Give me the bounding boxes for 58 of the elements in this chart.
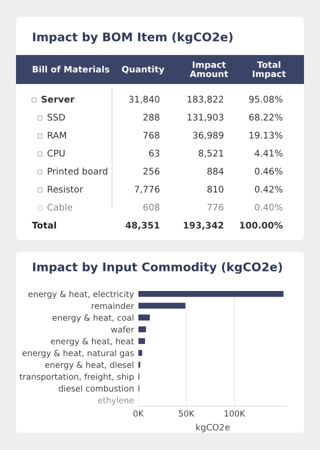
text: 0.40% bbox=[254, 204, 282, 211]
text: 193,342 bbox=[184, 222, 224, 230]
text: Total Impact bbox=[252, 61, 286, 79]
y-tick-label: energy & heat, coal bbox=[52, 314, 134, 322]
text: 4.41% bbox=[254, 150, 282, 157]
y-tick-label: energy & heat, electricity bbox=[28, 290, 134, 299]
text: 95.08% bbox=[249, 96, 282, 103]
text: 776 bbox=[208, 204, 224, 211]
text: Printed board bbox=[48, 168, 108, 175]
bar bbox=[138, 314, 150, 320]
text: 810 bbox=[207, 186, 224, 193]
y-tick-label: energy & heat, heat bbox=[50, 338, 134, 346]
text: Server bbox=[42, 96, 75, 103]
text: Cable bbox=[48, 204, 72, 211]
y-tick-label: transportation, freight, ship bbox=[20, 373, 134, 382]
text: 0.42% bbox=[254, 186, 282, 193]
text: 36,989 bbox=[193, 132, 224, 140]
text: 884 bbox=[207, 168, 224, 175]
text: 63 bbox=[149, 150, 160, 157]
bar bbox=[138, 290, 284, 297]
chart-title: Impact by Input Commodity (kgCO2e) bbox=[33, 262, 282, 274]
text: 8,521 bbox=[198, 150, 224, 158]
text: 256 bbox=[143, 168, 160, 175]
bar bbox=[138, 350, 142, 356]
text: 48,351 bbox=[126, 222, 160, 230]
text: CPU bbox=[48, 150, 65, 157]
text: Impact by BOM Item (kgCO2e) bbox=[33, 32, 232, 44]
text: 183,822 bbox=[188, 96, 224, 104]
text: 100.00% bbox=[240, 222, 283, 229]
bar bbox=[138, 302, 186, 309]
text: Impact Amount bbox=[190, 61, 228, 78]
y-tick-label: remainder bbox=[92, 302, 134, 309]
y-tick-label: energy & heat, natural gas bbox=[22, 350, 134, 358]
y-tick-label: diesel combustion bbox=[58, 385, 134, 392]
text: 768 bbox=[144, 132, 160, 139]
text: RAM bbox=[48, 132, 66, 138]
x-tick-label: 0K bbox=[133, 410, 144, 417]
text: Quantity bbox=[122, 66, 164, 74]
text: 608 bbox=[143, 204, 160, 211]
text: 7,776 bbox=[134, 186, 160, 194]
text: 288 bbox=[143, 114, 160, 121]
x-axis-title: kgCO2e bbox=[196, 424, 230, 432]
text: 0.46% bbox=[254, 168, 282, 175]
text: SSD bbox=[48, 114, 65, 121]
text: Bill of Materials bbox=[32, 66, 110, 73]
text: Resistor bbox=[48, 186, 84, 193]
x-tick-label: 50K bbox=[178, 410, 195, 417]
y-tick-label: ethylene bbox=[98, 396, 134, 405]
bar bbox=[138, 338, 146, 344]
text: 131,903 bbox=[188, 114, 224, 122]
x-tick-label: 100K bbox=[224, 410, 246, 417]
text: 68.22% bbox=[249, 114, 282, 121]
text: Total bbox=[32, 222, 56, 229]
bar bbox=[138, 326, 146, 332]
text: 31,840 bbox=[129, 96, 160, 104]
y-tick-label: wafer bbox=[111, 326, 134, 333]
y-tick-label: energy & heat, diesel bbox=[45, 362, 134, 370]
text: 19.13% bbox=[250, 132, 282, 139]
